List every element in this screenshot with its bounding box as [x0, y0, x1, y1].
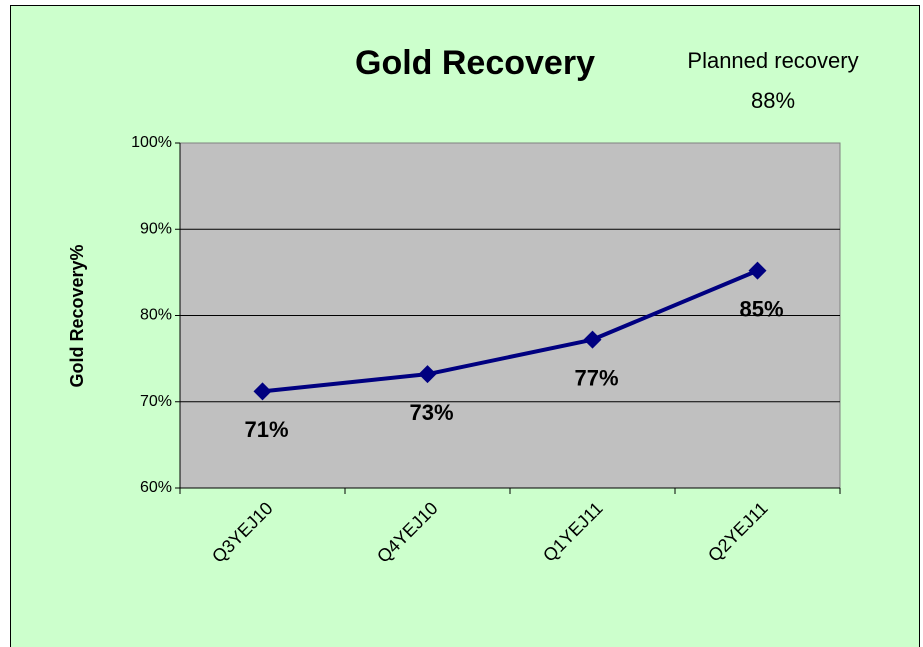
marker	[583, 330, 602, 349]
annotation: Planned recovery	[687, 48, 858, 73]
y-tick-label: 80%	[140, 307, 172, 324]
data-label: 73%	[409, 400, 453, 425]
y-tick-label: 70%	[140, 393, 172, 410]
series-line	[262, 268, 759, 394]
annotation: 88%	[751, 88, 795, 113]
data-label: 71%	[244, 417, 288, 442]
chart-title: Gold Recovery	[355, 44, 595, 82]
marker	[748, 261, 767, 280]
data-label: 85%	[739, 296, 783, 321]
marker	[418, 365, 437, 384]
y-tick-label: 100%	[131, 134, 172, 151]
y-axis-label: Gold Recovery%	[67, 244, 87, 387]
y-tick-label: 90%	[140, 220, 172, 237]
y-tick-label: 60%	[140, 479, 172, 496]
data-label: 77%	[574, 365, 618, 390]
marker	[253, 382, 272, 401]
